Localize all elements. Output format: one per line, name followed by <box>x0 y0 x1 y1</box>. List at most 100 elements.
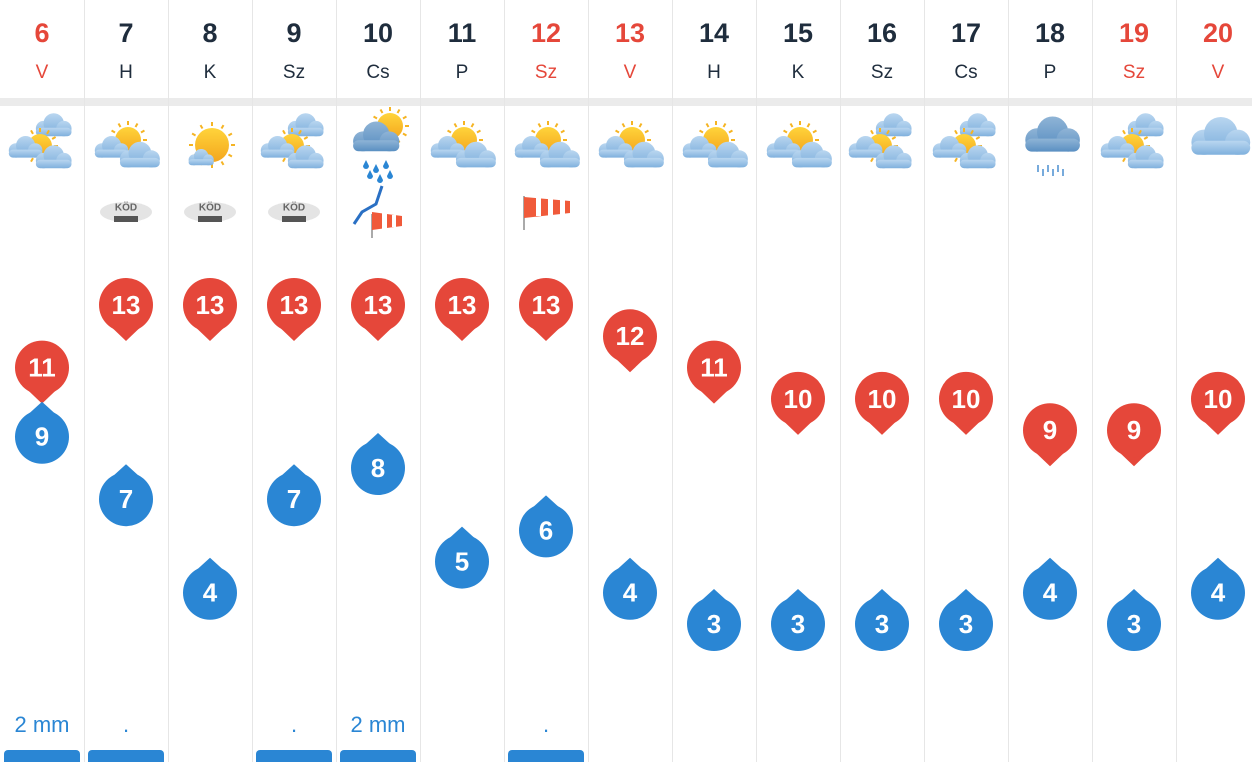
cloud-part <box>287 159 324 169</box>
fog-cloud <box>268 202 320 222</box>
min-temp: 3 <box>875 609 889 639</box>
min-temp-drop: 7 <box>99 464 153 527</box>
drop-shape <box>351 441 405 495</box>
pin-shape <box>435 278 489 332</box>
weekday: P <box>1044 62 1057 83</box>
sun-ray <box>402 132 407 137</box>
cloud-part <box>539 157 580 168</box>
cloud-part <box>1127 159 1164 169</box>
fog-badge: KÖD <box>184 201 236 222</box>
weather-icon <box>352 107 409 238</box>
sun-ray <box>954 157 958 163</box>
weekday: V <box>624 62 637 83</box>
day-number: 19 <box>1119 18 1149 48</box>
weather-icon <box>94 121 160 168</box>
cloud-part <box>430 149 465 158</box>
sun-ray <box>51 136 57 140</box>
sun-ray <box>891 136 897 140</box>
sun-ray <box>886 129 890 135</box>
max-temp-pin: 13 <box>183 278 237 341</box>
cloud-part <box>119 157 160 168</box>
cloud-part <box>287 127 324 137</box>
fog-badge: KÖD <box>100 201 152 222</box>
max-temp-pin: 10 <box>771 371 825 435</box>
sun-ray <box>638 123 643 128</box>
min-temp: 7 <box>287 484 301 514</box>
cloud-part <box>1127 127 1164 137</box>
pin-shape <box>267 278 321 332</box>
weekday: H <box>707 62 721 83</box>
weekday: Sz <box>1123 62 1145 83</box>
cloud-part <box>791 157 832 168</box>
max-temp-pin: 9 <box>1107 403 1161 467</box>
min-temp: 9 <box>35 422 49 452</box>
sun-ray <box>227 153 233 158</box>
min-temp-drop: 3 <box>1107 589 1161 651</box>
sun-ray <box>783 129 788 134</box>
sun-ray <box>560 129 565 134</box>
day-number: 11 <box>448 18 477 48</box>
sun-ray <box>870 129 874 135</box>
cloud-part <box>598 149 633 158</box>
sun-ray <box>30 157 34 163</box>
cloud-part <box>707 157 748 168</box>
max-temp-pin: 12 <box>603 309 657 373</box>
max-temp: 12 <box>616 321 645 351</box>
min-temp-drop: 4 <box>1023 557 1077 620</box>
day-number: 7 <box>118 18 133 48</box>
sun-ray <box>227 132 233 137</box>
rain-drop <box>363 160 369 169</box>
pin-shape <box>1023 403 1077 458</box>
cloud-part <box>188 159 214 166</box>
max-temp: 11 <box>700 352 728 382</box>
day-number: 20 <box>1203 18 1233 48</box>
weather-icon <box>766 121 832 168</box>
pin-shape <box>99 278 153 332</box>
min-temp-drop: 9 <box>15 401 69 464</box>
sun-ray <box>806 123 811 128</box>
drop-shape <box>267 472 321 527</box>
weekday: K <box>792 62 805 83</box>
sun-ray <box>476 129 481 134</box>
pin-shape <box>1191 371 1245 426</box>
cloud-part <box>848 149 883 158</box>
rain-drop <box>373 164 379 173</box>
precipitation: 2 mm <box>15 712 70 737</box>
sun-ray <box>1122 129 1126 135</box>
sun-ray <box>970 129 974 135</box>
max-temp: 13 <box>196 290 225 320</box>
windsock-stripe <box>392 215 396 227</box>
min-temp-drop: 4 <box>1191 557 1245 620</box>
weather-icon <box>848 113 912 169</box>
weekday: Sz <box>283 62 305 83</box>
sun-ray <box>1138 129 1142 135</box>
max-temp-pin: 9 <box>1023 403 1077 467</box>
max-temp: 13 <box>532 290 561 320</box>
max-temp-pin: 13 <box>99 278 153 341</box>
min-temp: 4 <box>203 578 218 608</box>
day-number: 17 <box>951 18 981 48</box>
weekday: Sz <box>871 62 893 83</box>
storm-icon <box>352 185 384 225</box>
rain-drop <box>383 160 389 169</box>
sun-ray <box>870 157 874 163</box>
weather-icon <box>260 113 324 169</box>
cloud-part <box>514 149 549 158</box>
drop-shape <box>15 409 69 464</box>
weather-icon <box>682 121 748 168</box>
weather-icon <box>188 122 235 168</box>
pin-shape <box>519 278 573 332</box>
weather-icon <box>8 113 72 169</box>
cloud-part <box>1100 149 1135 158</box>
header-divider <box>0 98 1252 106</box>
windsock-stripe <box>536 198 541 216</box>
sun-ray <box>303 136 309 140</box>
precipitation-bar <box>4 750 80 762</box>
cloud-part <box>353 140 400 152</box>
drop-shape <box>771 597 825 651</box>
min-temp-drop: 4 <box>183 557 237 620</box>
cloud-part <box>623 157 664 168</box>
max-temp-pin: 13 <box>267 278 321 341</box>
